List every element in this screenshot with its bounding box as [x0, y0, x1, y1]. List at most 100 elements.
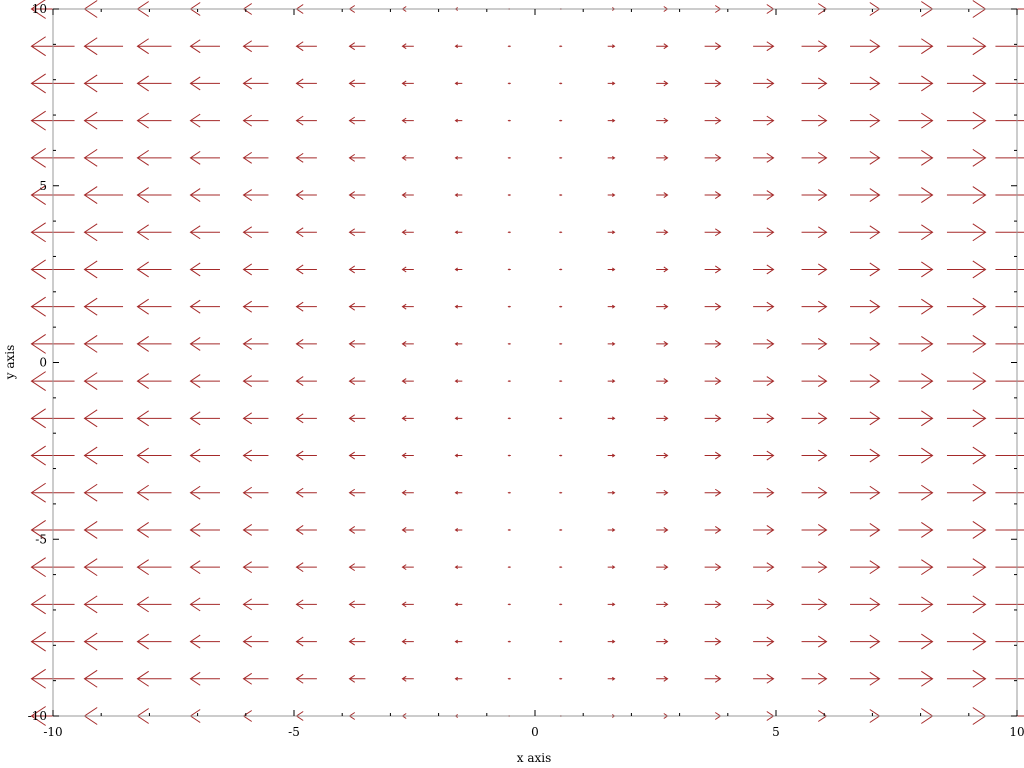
vector-arrow: [607, 639, 616, 644]
vector-arrow: [507, 156, 511, 159]
vector-arrow: [507, 528, 511, 531]
plot-frame: [52, 8, 1018, 717]
vector-arrow: [295, 115, 317, 126]
vector-arrow: [454, 639, 463, 644]
vector-arrow: [801, 114, 828, 127]
vector-arrow: [946, 74, 987, 93]
vector-arrow: [946, 446, 987, 465]
vector-arrow: [454, 267, 463, 272]
vector-arrow: [83, 521, 124, 539]
vector-arrow: [83, 111, 124, 130]
vector-arrow: [83, 37, 124, 56]
vector-arrow: [946, 111, 987, 130]
vector-arrow: [995, 566, 1024, 568]
vector-arrow: [295, 450, 317, 461]
vector-arrow: [136, 633, 172, 650]
vector-arrow: [454, 565, 463, 570]
vector-arrow: [753, 636, 775, 647]
vector-arrow: [656, 192, 669, 198]
vector-arrow: [401, 452, 414, 459]
vector-arrow: [242, 486, 269, 499]
vector-arrow: [753, 376, 775, 387]
vector-arrow: [242, 412, 269, 425]
vector-arrow: [898, 261, 934, 278]
vector-arrow: [607, 528, 616, 532]
vector-arrow: [348, 377, 366, 386]
vector-arrow: [348, 414, 366, 423]
vector-arrow: [136, 410, 172, 427]
vector-arrow: [242, 561, 269, 574]
vector-arrow: [898, 633, 934, 650]
vector-arrow: [995, 678, 1024, 680]
vector-arrow: [559, 528, 563, 531]
vector-arrow: [704, 674, 722, 683]
vector-arrow: [401, 154, 414, 161]
vector-arrow: [189, 448, 220, 463]
vector-arrow: [401, 266, 414, 273]
vector-arrow: [995, 82, 1024, 84]
vector-arrow: [656, 117, 669, 124]
vector-arrow: [704, 79, 722, 88]
vector-arrow: [850, 225, 881, 240]
vector-arrow: [995, 603, 1024, 605]
vector-arrow: [401, 564, 414, 571]
vector-arrow: [454, 453, 463, 458]
vector-arrow: [348, 153, 366, 162]
vector-arrow: [348, 526, 366, 534]
vector-arrow: [83, 632, 124, 651]
vector-arrow: [242, 449, 269, 462]
vector-arrow: [995, 492, 1024, 494]
vector-arrow: [704, 600, 722, 609]
vector-arrow: [753, 599, 775, 610]
vector-arrow: [189, 634, 220, 649]
vector-arrow: [801, 375, 828, 388]
vector-arrow: [136, 38, 172, 55]
vector-arrow: [656, 638, 669, 645]
vector-arrow: [83, 186, 124, 204]
vector-arrow: [242, 337, 269, 350]
vector-arrow: [656, 43, 669, 50]
vector-arrow: [753, 562, 775, 573]
vector-arrow: [83, 558, 124, 577]
vector-arrow: [656, 527, 669, 533]
vector-arrow: [454, 304, 463, 309]
vector-arrow: [995, 529, 1024, 531]
vector-arrow: [607, 453, 616, 458]
y-tick-label: 5: [39, 179, 47, 193]
vector-arrow: [454, 602, 463, 607]
vector-arrow: [656, 266, 669, 273]
vector-arrow: [850, 597, 881, 612]
vector-arrow: [348, 302, 366, 311]
vector-arrow: [801, 337, 828, 350]
vector-arrow: [704, 414, 722, 423]
vector-arrow: [83, 669, 124, 688]
vector-arrow: [454, 155, 463, 160]
vector-arrow: [607, 602, 616, 607]
vector-arrow: [753, 264, 775, 275]
vector-arrow: [507, 677, 511, 680]
vector-arrow: [189, 374, 220, 389]
vector-arrow: [704, 377, 722, 386]
vector-arrow: [348, 637, 366, 646]
vector-arrow: [295, 673, 317, 684]
vector-arrow: [850, 39, 881, 54]
vector-arrow: [454, 379, 463, 384]
vector-arrow: [83, 446, 124, 465]
vector-arrow: [507, 566, 511, 569]
vector-arrow: [295, 599, 317, 610]
vector-arrow: [295, 487, 317, 498]
vector-arrow: [189, 76, 220, 91]
vector-arrow: [189, 262, 220, 277]
vector-arrow: [898, 559, 934, 576]
vector-arrow: [559, 454, 563, 457]
vector-arrow: [559, 45, 563, 48]
vector-arrow: [189, 671, 220, 686]
vector-arrow: [946, 186, 987, 204]
vector-arrow: [995, 157, 1024, 159]
vector-arrow: [753, 450, 775, 461]
vector-arrow: [850, 485, 881, 500]
vector-arrow: [189, 150, 220, 165]
vector-arrow: [401, 415, 414, 422]
vector-arrow: [507, 454, 511, 457]
